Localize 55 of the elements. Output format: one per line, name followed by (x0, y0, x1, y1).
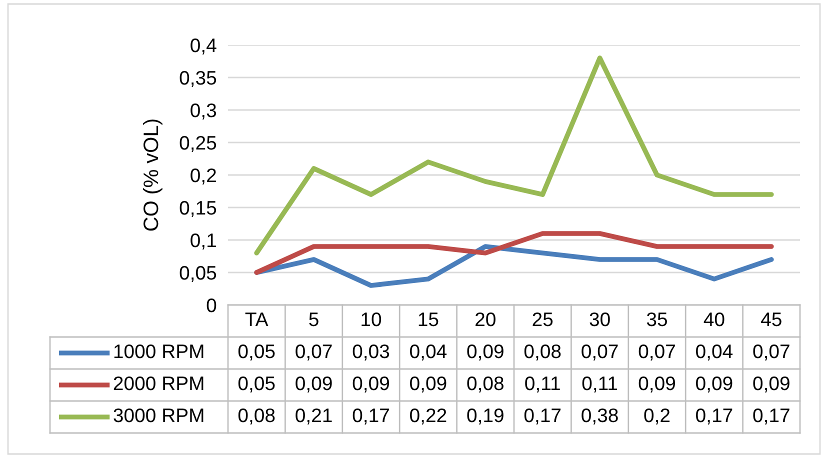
x-tick-label: 25 (532, 312, 553, 326)
data-label: 0,07 (753, 344, 790, 361)
data-label: 0,04 (696, 344, 733, 361)
x-tick-label: 15 (418, 312, 438, 326)
x-tick-label: 35 (646, 312, 667, 326)
y-tick-label: 0,35 (180, 70, 216, 88)
y-tick-label: 0,3 (190, 103, 216, 120)
data-label: 0,17 (753, 408, 790, 425)
data-label: 0,09 (638, 376, 675, 393)
data-label: 0,05 (238, 376, 275, 393)
data-label: 0,17 (352, 408, 389, 425)
data-label: 0,17 (696, 408, 732, 425)
legend-label: 2000 RPM (114, 376, 204, 390)
y-tick-label: 0,25 (180, 136, 216, 152)
data-label: 0,11 (582, 376, 618, 393)
data-label: 0,22 (410, 408, 446, 425)
data-label: 0,19 (467, 408, 504, 425)
x-tick-label: 30 (590, 312, 610, 326)
data-label: 0,09 (753, 376, 790, 393)
line-series (254, 231, 774, 275)
x-tick-label: 5 (309, 312, 318, 326)
data-label: 0,07 (582, 344, 618, 361)
data-label: 0,09 (352, 376, 389, 393)
data-label: 0,09 (296, 376, 332, 393)
x-tick-label: TA (245, 312, 268, 326)
y-tick-label: 0,15 (180, 200, 216, 218)
y-axis-title: CO (% vOL) (142, 120, 162, 231)
line-series (254, 56, 774, 256)
data-label: 0,07 (638, 344, 675, 361)
data-label: 0,08 (467, 376, 504, 393)
x-tick-label: 20 (476, 312, 496, 326)
y-tick-label: 0,4 (190, 38, 216, 55)
data-label: 0,17 (524, 408, 561, 425)
y-tick-label: 0,1 (190, 233, 216, 250)
data-label: 0,38 (582, 408, 618, 425)
data-label: 0,07 (296, 344, 332, 361)
y-tick-label: 0 (206, 298, 216, 312)
data-label: 0,09 (410, 376, 446, 393)
data-label: 0,03 (352, 344, 390, 361)
data-label: 0,08 (524, 344, 561, 361)
legend-label: 1000 RPM (114, 344, 204, 358)
legend-label: 3000 RPM (114, 408, 204, 422)
data-label: 0,04 (410, 344, 447, 361)
data-label: 0,09 (696, 376, 732, 393)
x-tick-label: 40 (704, 312, 724, 326)
data-label: 0,11 (525, 376, 560, 393)
data-label: 0,09 (467, 344, 504, 361)
data-label: 0,08 (238, 408, 275, 425)
data-label: 0,2 (644, 408, 670, 425)
y-tick-label: 0,2 (190, 168, 216, 185)
data-label: 0,05 (238, 344, 275, 361)
data-label: 0,21 (296, 408, 332, 425)
y-tick-label: 0,05 (180, 266, 216, 282)
x-tick-label: 10 (362, 312, 382, 326)
x-tick-label: 45 (761, 312, 782, 326)
